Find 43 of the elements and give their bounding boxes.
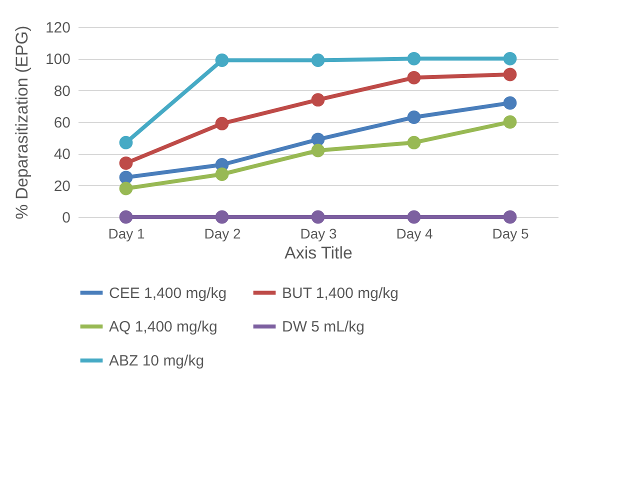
- x-tick-label: Day 1: [108, 226, 145, 242]
- point: [503, 68, 517, 82]
- x-tick-label: Day 5: [492, 226, 529, 242]
- x-tick-label: Day 4: [396, 226, 433, 242]
- point: [503, 115, 517, 129]
- point: [311, 144, 325, 158]
- y-tick-label: 80: [54, 82, 70, 100]
- y-axis-title: % Deparasitization (EPG): [12, 26, 32, 220]
- legend-label: DW 5 mL/kg: [282, 318, 365, 336]
- x-tick-label: Day 3: [300, 226, 337, 242]
- point: [215, 116, 229, 130]
- y-tick-label: 40: [54, 146, 70, 164]
- point: [215, 210, 229, 224]
- point: [119, 136, 133, 150]
- point: [407, 52, 421, 66]
- point: [215, 54, 229, 67]
- point: [311, 54, 325, 67]
- point: [407, 210, 421, 224]
- point: [503, 96, 517, 110]
- point: [407, 110, 421, 124]
- point: [311, 210, 325, 224]
- y-tick-label: 0: [62, 210, 70, 226]
- x-axis-title: Axis Title: [284, 244, 353, 262]
- legend-label: ABZ 10 mg/kg: [109, 352, 204, 370]
- point: [503, 210, 517, 224]
- point: [311, 93, 325, 107]
- point: [407, 70, 421, 84]
- point: [311, 132, 325, 146]
- x-tick-label: Day 2: [204, 226, 241, 242]
- legend-label: CEE 1,400 mg/kg: [109, 284, 227, 302]
- point: [119, 156, 133, 170]
- point: [407, 136, 421, 150]
- point: [119, 170, 133, 184]
- point: [215, 168, 229, 181]
- legend-label: AQ 1,400 mg/kg: [109, 318, 218, 336]
- point: [503, 52, 517, 66]
- legend-label: BUT 1,400 mg/kg: [282, 284, 398, 302]
- y-tick-label: 20: [54, 178, 70, 195]
- point: [119, 182, 133, 196]
- y-tick-label: 60: [54, 114, 70, 132]
- y-tick-label: 100: [45, 51, 70, 68]
- y-tick-label: 120: [45, 20, 70, 36]
- point: [119, 210, 133, 224]
